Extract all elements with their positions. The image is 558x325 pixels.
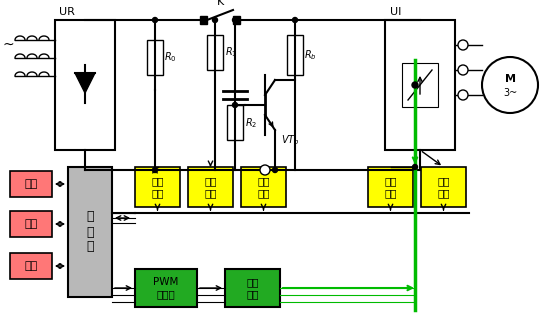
Bar <box>10 171 52 197</box>
Circle shape <box>412 82 418 88</box>
Bar <box>68 167 112 297</box>
Text: $VT_b$: $VT_b$ <box>281 133 299 147</box>
Text: 电流
检测: 电流 检测 <box>437 176 450 198</box>
Circle shape <box>458 40 468 50</box>
Text: ~: ~ <box>2 38 14 52</box>
Circle shape <box>292 18 297 22</box>
Bar <box>227 105 243 140</box>
Text: 温度
检测: 温度 检测 <box>384 176 397 198</box>
Text: 电流
检测: 电流 检测 <box>257 176 270 198</box>
Text: 驱动
电路: 驱动 电路 <box>246 277 259 299</box>
Circle shape <box>482 57 538 113</box>
Bar <box>287 35 303 75</box>
Text: 电压
检测: 电压 检测 <box>151 176 163 198</box>
Circle shape <box>233 102 238 108</box>
Bar <box>207 35 223 70</box>
Text: $R_b$: $R_b$ <box>304 48 316 62</box>
Bar <box>402 63 438 107</box>
Bar <box>200 16 207 24</box>
Circle shape <box>233 18 238 22</box>
Text: $R_0$: $R_0$ <box>163 50 176 64</box>
Polygon shape <box>75 73 95 93</box>
Bar <box>225 269 280 307</box>
Text: 泵升
限制: 泵升 限制 <box>204 176 217 198</box>
Circle shape <box>152 167 157 173</box>
Text: 设定: 设定 <box>25 219 37 229</box>
Text: 接口: 接口 <box>25 261 37 271</box>
Text: UR: UR <box>59 7 75 17</box>
Bar <box>10 253 52 279</box>
Circle shape <box>152 18 157 22</box>
Circle shape <box>260 165 270 175</box>
Bar <box>55 20 115 150</box>
Bar <box>135 269 197 307</box>
Bar <box>233 16 240 24</box>
Circle shape <box>213 18 218 22</box>
Bar <box>135 167 180 207</box>
Text: PWM
发生器: PWM 发生器 <box>153 277 179 299</box>
Text: K: K <box>217 0 224 7</box>
Text: $R_1$: $R_1$ <box>225 45 237 59</box>
Text: 3~: 3~ <box>503 88 517 98</box>
Bar <box>10 211 52 237</box>
Text: 显示: 显示 <box>25 179 37 189</box>
Bar <box>368 167 413 207</box>
Circle shape <box>458 90 468 100</box>
Circle shape <box>412 164 417 170</box>
Bar <box>241 167 286 207</box>
Bar <box>385 20 455 150</box>
Text: 单
片
机: 单 片 机 <box>86 211 94 254</box>
Bar <box>147 40 163 75</box>
Bar <box>421 167 466 207</box>
Text: $R_2$: $R_2$ <box>245 116 257 130</box>
Bar <box>188 167 233 207</box>
Text: UI: UI <box>390 7 401 17</box>
Circle shape <box>458 65 468 75</box>
Text: M: M <box>504 74 516 84</box>
Circle shape <box>272 167 277 173</box>
